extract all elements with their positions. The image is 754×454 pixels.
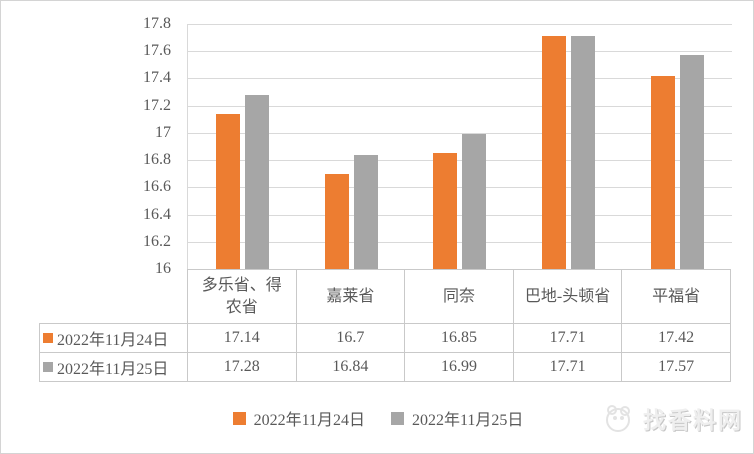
bar-group xyxy=(406,24,515,269)
y-axis-tick-label: 17.6 xyxy=(143,42,171,60)
table-value-cell: 17.71 xyxy=(512,323,622,352)
gridline xyxy=(188,214,732,216)
bar-group xyxy=(623,24,732,269)
table-value-cell: 17.42 xyxy=(621,323,731,352)
table-header-cell: 同奈 xyxy=(404,269,513,323)
table-header-cell: 多乐省、得 农省 xyxy=(187,269,296,323)
y-axis-tick-label: 17.2 xyxy=(143,96,171,114)
series-key-swatch xyxy=(43,333,53,343)
legend-swatch xyxy=(391,411,404,425)
y-axis-tick-label: 16.4 xyxy=(143,205,171,223)
bar-s0-c2 xyxy=(433,153,458,269)
bar-s1-c4 xyxy=(680,55,705,269)
bar-group xyxy=(188,24,297,269)
y-axis-tick-label: 17 xyxy=(155,123,171,141)
gridline xyxy=(188,24,732,25)
table-header-cell: 嘉莱省 xyxy=(295,269,405,323)
table-value-cell: 17.71 xyxy=(512,352,622,381)
gridline xyxy=(188,132,732,134)
gridline xyxy=(188,241,732,243)
table-header-cell: 平福省 xyxy=(621,269,731,323)
table-row: 2022年11月24日 17.14 16.7 16.85 17.71 17.42 xyxy=(39,323,731,352)
y-axis-tick-label: 17.8 xyxy=(143,15,171,32)
legend-item: 2022年11月25日 xyxy=(391,406,523,430)
legend-label: 2022年11月25日 xyxy=(412,412,524,429)
series-label: 2022年11月24日 xyxy=(57,332,169,349)
table-row-label-cell: 2022年11月24日 xyxy=(39,323,187,352)
y-axis-tick-label: 16.6 xyxy=(143,178,171,196)
bar-s1-c2 xyxy=(462,134,487,269)
legend-swatch xyxy=(232,411,246,425)
y-axis-tick-label: 16.2 xyxy=(143,232,171,250)
data-table-bottom-border xyxy=(39,381,731,382)
legend-label: 2022年11月24日 xyxy=(253,412,365,429)
table-value-cell: 17.28 xyxy=(187,352,296,381)
table-value-cell: 16.7 xyxy=(295,323,405,352)
bar-s1-c1 xyxy=(353,154,378,269)
gridline xyxy=(188,78,732,80)
bar-s0-c4 xyxy=(651,75,676,269)
zhaoxiangliao-logo-icon xyxy=(606,405,630,432)
table-value-cell: 16.84 xyxy=(295,352,405,381)
series-key-swatch xyxy=(43,362,53,372)
table-value-cell: 16.99 xyxy=(404,352,513,381)
watermark: 找香料网 xyxy=(602,401,743,435)
chart-legend: 2022年11月24日 2022年11月25日 xyxy=(1,406,753,430)
y-axis-tick-label: 16.8 xyxy=(143,151,171,169)
table-value-cell: 17.14 xyxy=(187,323,296,352)
gridline xyxy=(188,160,732,162)
gridline xyxy=(188,51,732,53)
bar-s1-c3 xyxy=(571,36,596,269)
legend-item: 2022年11月24日 xyxy=(232,406,365,430)
bar-group xyxy=(297,24,406,269)
y-axis-tick-label: 16 xyxy=(155,260,171,277)
table-header-cell: 巴地-头顿省 xyxy=(512,269,622,323)
table-value-cell: 16.85 xyxy=(404,323,513,352)
plot-area xyxy=(187,24,732,269)
y-axis-tick-label: 17.4 xyxy=(143,69,171,87)
bar-s1-c0 xyxy=(244,94,269,269)
watermark-text: 找香料网 xyxy=(643,408,743,433)
bar-s0-c1 xyxy=(324,173,349,269)
bar-s0-c3 xyxy=(542,36,567,269)
table-value-cell: 17.57 xyxy=(621,352,731,381)
table-row-label-cell: 2022年11月25日 xyxy=(39,352,187,381)
bar-s0-c0 xyxy=(215,113,240,269)
bar-group xyxy=(514,24,623,269)
data-table-header-row: 多乐省、得 农省 嘉莱省 同奈 巴地-头顿省 平福省 xyxy=(187,269,731,323)
gridline xyxy=(188,105,732,107)
table-row: 2022年11月25日 17.28 16.84 16.99 17.71 17.57 xyxy=(39,352,731,381)
series-label: 2022年11月25日 xyxy=(57,361,169,378)
y-axis: 17.8 17.6 17.4 17.2 17 16.8 16.6 16.4 16.2 16 xyxy=(1,15,171,277)
gridline xyxy=(188,187,732,189)
